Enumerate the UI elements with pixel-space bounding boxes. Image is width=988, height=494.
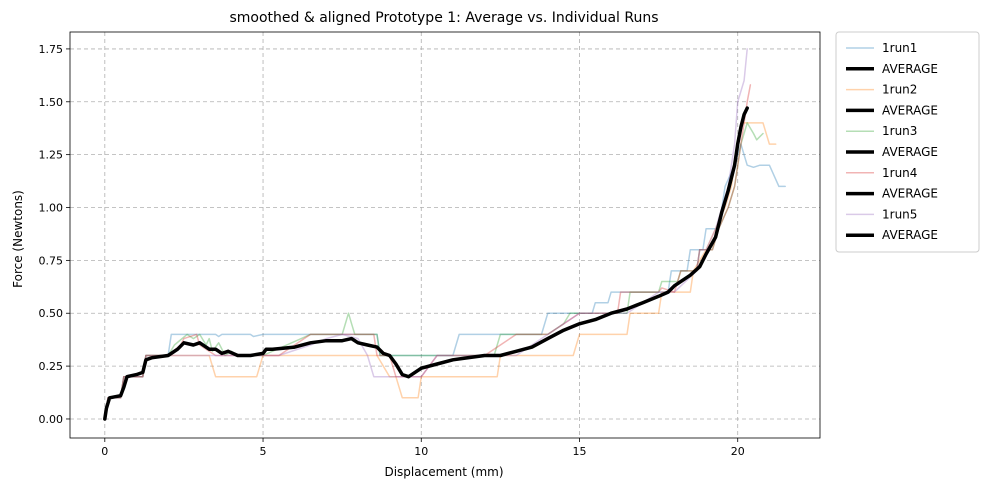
series-line-1run3 — [104, 122, 764, 420]
chart-title: smoothed & aligned Prototype 1: Average … — [229, 10, 658, 26]
y-tick-label: 0.25 — [39, 360, 64, 373]
legend-label: AVERAGE — [882, 145, 938, 159]
legend-label: AVERAGE — [882, 103, 938, 117]
series-lines — [103, 48, 786, 421]
axis-ticks: 0 5 10 15 20 0.00 0.25 0.50 0.75 1.00 1.25 1.50 1.75 — [39, 43, 745, 458]
x-tick-label: 0 — [101, 445, 108, 458]
legend-label: AVERAGE — [882, 62, 938, 76]
legend-label: 1run1 — [882, 41, 917, 55]
y-tick-label: 1.75 — [39, 43, 64, 56]
legend: 1run1 AVERAGE 1run2 AVERAGE 1run3 AVERAGE 1run… — [835, 31, 980, 253]
legend-label: 1run2 — [882, 83, 917, 97]
series-line-1run1 — [104, 143, 786, 420]
x-tick-label: 10 — [414, 445, 428, 458]
y-tick-label: 0.75 — [39, 254, 64, 267]
legend-label: 1run4 — [882, 166, 917, 180]
y-axis-label: Force (Newtons) — [11, 190, 25, 288]
legend-label: AVERAGE — [882, 187, 938, 201]
y-tick-label: 1.25 — [39, 149, 64, 162]
y-tick-label: 0.50 — [39, 307, 64, 320]
series-line-average — [103, 106, 749, 421]
y-tick-label: 0.00 — [39, 413, 64, 426]
plot-frame — [69, 31, 821, 439]
series-line-1run5 — [104, 48, 748, 420]
grid — [70, 32, 820, 438]
x-axis-label: Displacement (mm) — [384, 465, 503, 479]
legend-label: 1run5 — [882, 207, 917, 221]
legend-label: 1run3 — [882, 124, 917, 138]
x-tick-label: 15 — [572, 445, 586, 458]
y-tick-label: 1.00 — [39, 202, 64, 215]
legend-box — [835, 31, 980, 253]
legend-label: AVERAGE — [882, 228, 938, 242]
x-tick-label: 20 — [731, 445, 745, 458]
x-tick-label: 5 — [260, 445, 267, 458]
series-line-1run4 — [104, 84, 752, 420]
y-tick-label: 1.50 — [39, 96, 64, 109]
